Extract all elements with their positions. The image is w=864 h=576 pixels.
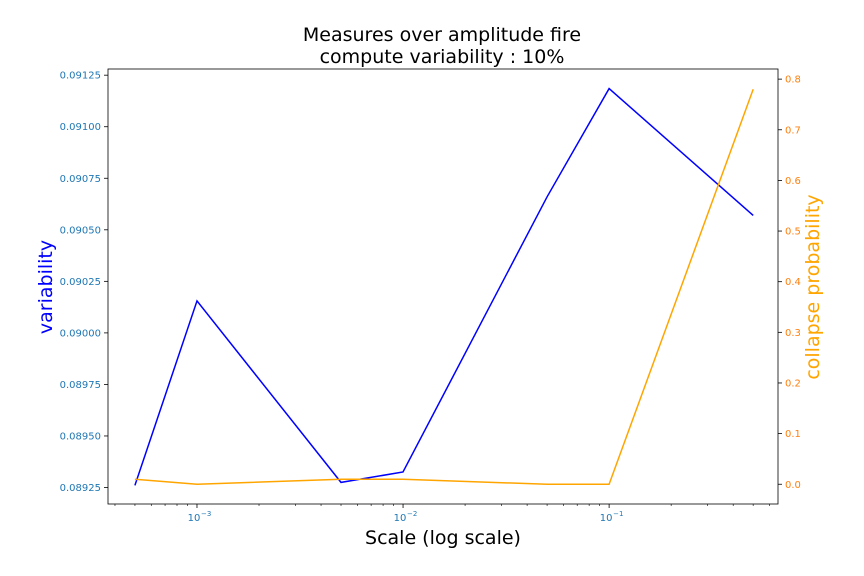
- right-y-tick-label: 0.1: [785, 429, 801, 440]
- plot-frame: [107, 68, 779, 505]
- x-tick-label: 10: [600, 513, 613, 524]
- x-tick-exponent: −1: [613, 510, 623, 518]
- left-y-tick-label: 0.09125: [60, 71, 101, 82]
- chart-title-line2: compute variability : 10%: [320, 46, 565, 68]
- right-y-tick-label: 0.8: [785, 75, 801, 86]
- left-y-tick-label: 0.09050: [60, 225, 101, 236]
- right-y-tick-label: 0.6: [785, 176, 801, 187]
- right-y-tick-label: 0.0: [785, 480, 801, 491]
- left-y-tick-label: 0.09000: [60, 328, 101, 339]
- x-tick-label: 10: [394, 513, 407, 524]
- left-y-tick-label: 0.08925: [60, 483, 101, 494]
- right-y-tick-label: 0.4: [785, 277, 801, 288]
- left-y-tick-label: 0.09025: [60, 277, 101, 288]
- right-y-tick-label: 0.3: [785, 328, 801, 339]
- right-y-tick-label: 0.2: [785, 378, 801, 389]
- right-axis-label: collapse probability: [802, 194, 824, 379]
- left-y-tick-label: 0.08950: [60, 431, 101, 442]
- left-axis-label: variability: [35, 240, 57, 334]
- left-y-tick-label: 0.09100: [60, 122, 101, 133]
- left-y-tick-label: 0.09075: [60, 174, 101, 185]
- x-tick-exponent: −3: [201, 510, 211, 518]
- x-axis-label: Scale (log scale): [365, 527, 521, 549]
- left-y-tick-label: 0.08975: [60, 380, 101, 391]
- collapse-probability-line: [134, 89, 754, 486]
- right-y-tick-label: 0.7: [785, 125, 801, 136]
- x-tick-label: 10: [188, 513, 201, 524]
- chart-title-line1: Measures over amplitude fire: [303, 24, 581, 46]
- right-y-tick-label: 0.5: [785, 227, 801, 238]
- x-tick-exponent: −2: [407, 510, 417, 518]
- variability-line: [134, 87, 754, 486]
